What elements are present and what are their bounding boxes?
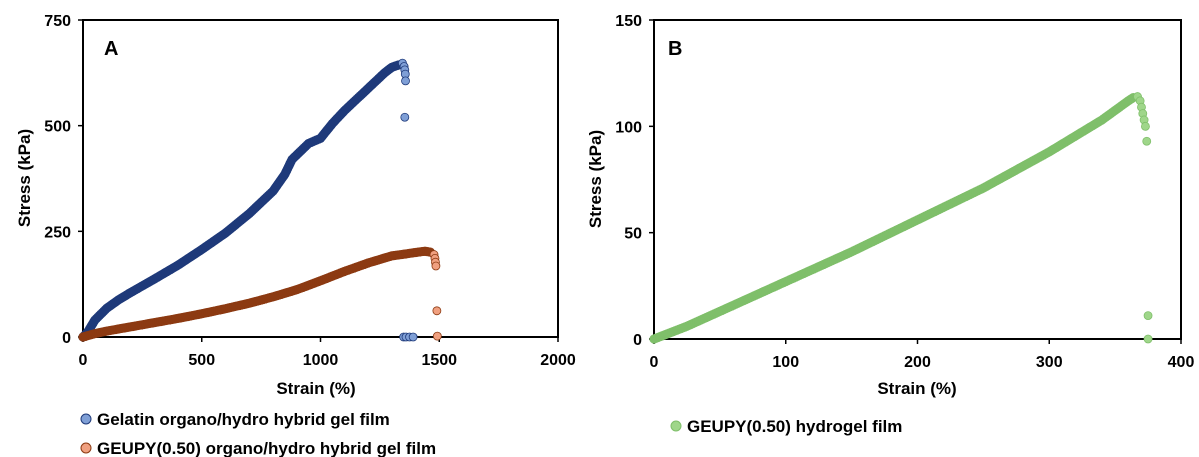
chart-panel-a: 0 500 1000 1500 2000 0 250 500 750 Strain (%) Stre… — [15, 13, 576, 457]
legend-marker — [670, 420, 682, 432]
x-tick-label: 1000 — [303, 352, 339, 369]
y-tick-label: 500 — [44, 119, 71, 136]
data-point — [1142, 136, 1152, 146]
x-tick-label: 2000 — [540, 352, 576, 369]
data-point — [400, 112, 410, 122]
x-tick-label: 200 — [904, 354, 931, 371]
y-axis-label: Stress (kPa) — [15, 129, 34, 227]
data-point — [408, 332, 418, 342]
y-tick-label: 250 — [44, 224, 71, 241]
y-tick-label: 50 — [624, 226, 642, 243]
panel-label: A — [104, 38, 118, 60]
legend-label: Gelatin organo/hydro hybrid gel film — [97, 410, 390, 429]
legend-marker — [80, 413, 92, 425]
legend-label: GEUPY(0.50) organo/hydro hybrid gel film — [97, 439, 436, 457]
data-point — [1141, 121, 1150, 131]
plot-frame — [82, 19, 559, 338]
series-1 — [649, 92, 1153, 344]
x-axis-label: Strain (%) — [276, 379, 355, 398]
plot-frame — [653, 19, 1182, 340]
chart-panel-b: 0 100 200 300 400 0 50 100 150 Strain (%) Stress (… — [586, 13, 1194, 436]
y-tick-label: 0 — [633, 332, 642, 349]
y-tick-label: 0 — [62, 330, 71, 347]
x-tick-label: 1500 — [421, 352, 457, 369]
data-point — [401, 76, 410, 86]
data-point — [432, 306, 442, 316]
x-axis-label: Strain (%) — [877, 379, 956, 398]
x-tick-label: 0 — [650, 354, 659, 371]
y-tick-label: 100 — [615, 119, 642, 136]
x-tick-label: 300 — [1036, 354, 1063, 371]
x-tick-label: 400 — [1168, 354, 1195, 371]
x-tick-label: 0 — [79, 352, 88, 369]
legend-marker — [80, 442, 92, 454]
data-point — [1143, 334, 1153, 344]
y-tick-label: 750 — [44, 13, 71, 30]
x-tick-label: 500 — [188, 352, 215, 369]
data-point — [431, 261, 441, 271]
y-tick-label: 150 — [615, 13, 642, 30]
panel-label: B — [668, 38, 682, 60]
series-2 — [78, 246, 442, 342]
legend-label: GEUPY(0.50) hydrogel film — [687, 417, 902, 436]
data-point — [432, 331, 442, 341]
data-point — [1143, 311, 1153, 321]
y-axis-label: Stress (kPa) — [586, 130, 605, 228]
x-tick-label: 100 — [772, 354, 799, 371]
